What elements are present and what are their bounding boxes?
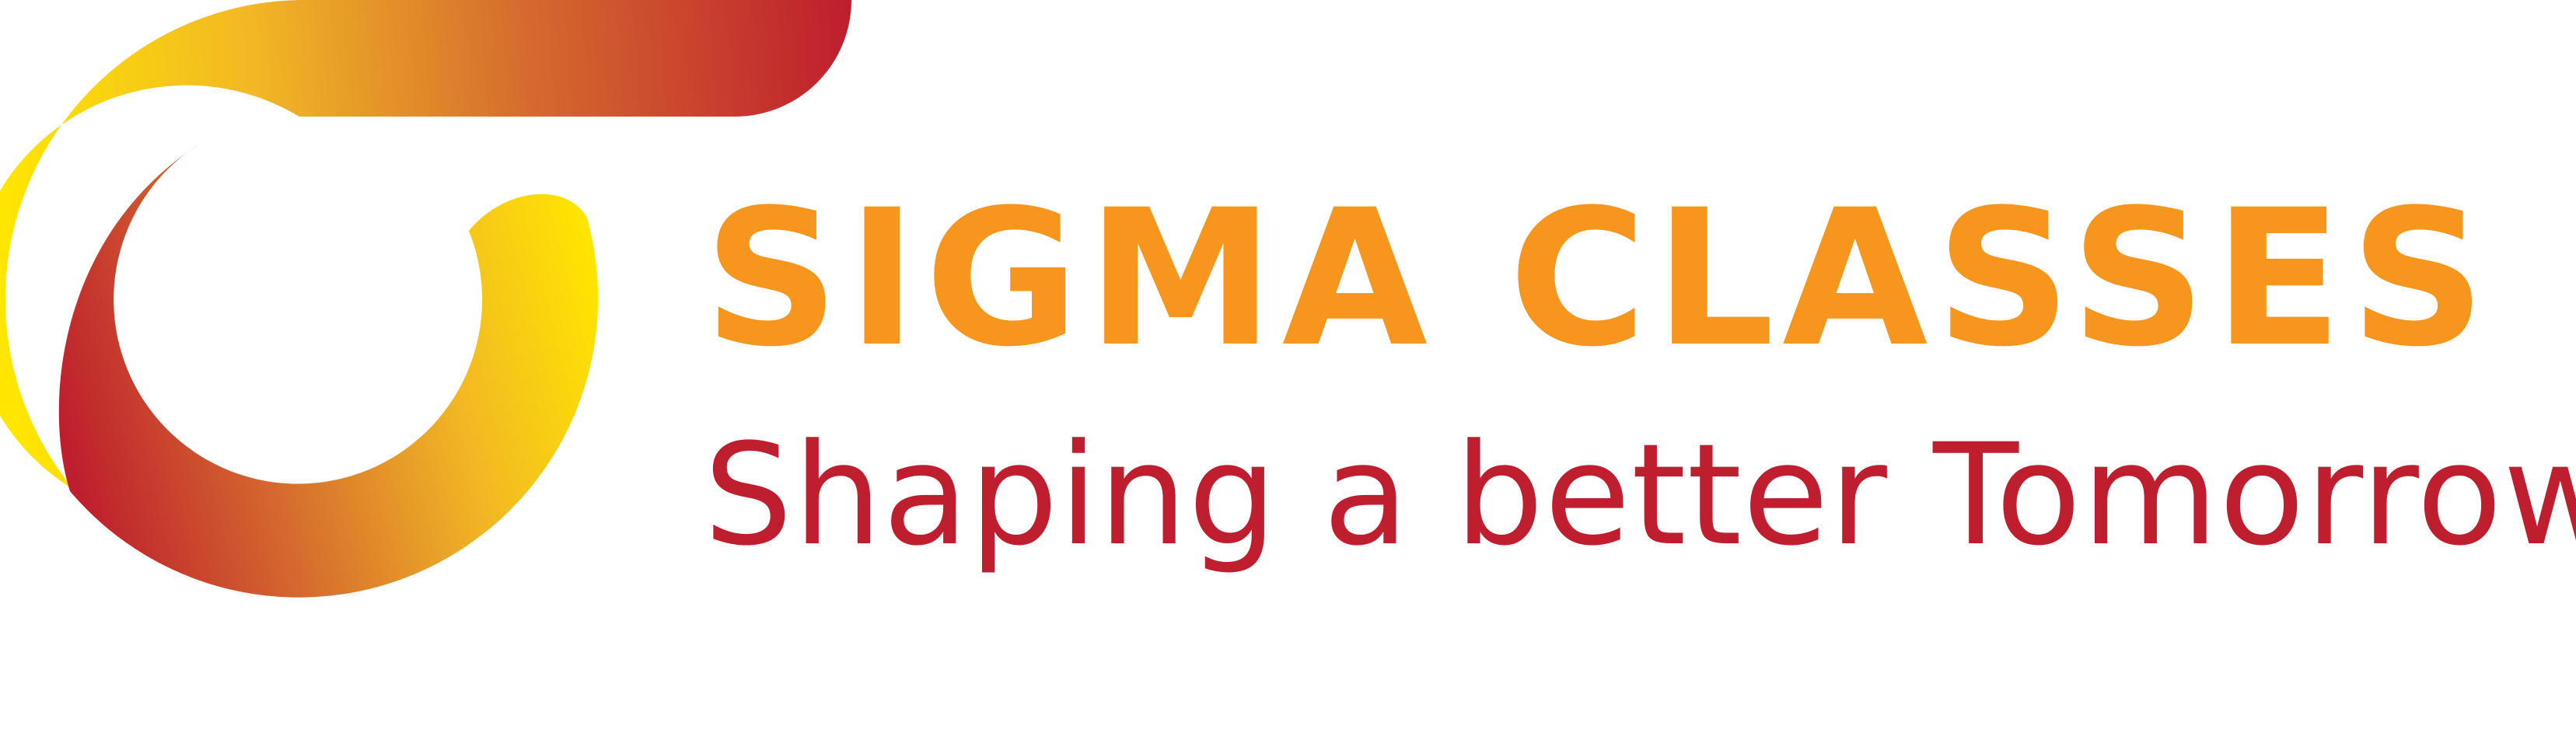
sigma-swoosh-logo-icon [0,0,851,598]
logo-lower-swoosh [58,142,599,598]
brand-name: SIGMA CLASSES [704,169,2494,389]
brand-tagline: Shaping a better Tomorrow [704,414,2576,577]
logo-upper-swoosh [0,0,851,490]
